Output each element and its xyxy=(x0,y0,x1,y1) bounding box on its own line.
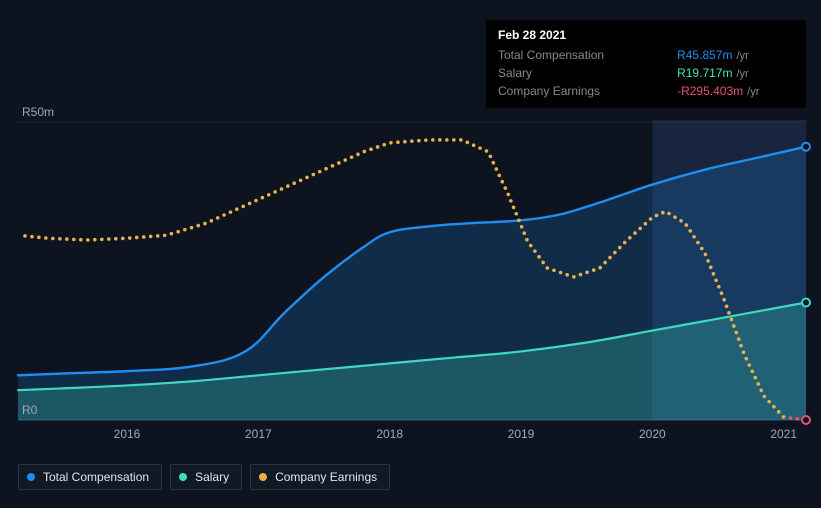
tooltip-date: Feb 28 2021 xyxy=(498,28,794,46)
svg-text:R50m: R50m xyxy=(22,105,54,119)
svg-text:R0: R0 xyxy=(22,403,38,417)
tooltip-row-value: R45.857m/yr xyxy=(677,46,794,64)
legend-label: Salary xyxy=(195,470,229,484)
legend-dot-icon xyxy=(179,473,187,481)
legend-item[interactable]: Salary xyxy=(170,464,242,490)
chart-legend: Total Compensation Salary Company Earnings xyxy=(18,464,390,490)
legend-label: Company Earnings xyxy=(275,470,377,484)
svg-text:2017: 2017 xyxy=(245,427,272,441)
legend-item[interactable]: Company Earnings xyxy=(250,464,390,490)
svg-text:2016: 2016 xyxy=(114,427,141,441)
tooltip-row-label: Salary xyxy=(498,64,677,82)
legend-item[interactable]: Total Compensation xyxy=(18,464,162,490)
legend-label: Total Compensation xyxy=(43,470,149,484)
legend-dot-icon xyxy=(27,473,35,481)
svg-text:2020: 2020 xyxy=(639,427,666,441)
tooltip-row-value: -R295.403m/yr xyxy=(677,82,794,100)
svg-text:2021: 2021 xyxy=(770,427,797,441)
legend-dot-icon xyxy=(259,473,267,481)
tooltip-row-label: Total Compensation xyxy=(498,46,677,64)
svg-text:2019: 2019 xyxy=(508,427,535,441)
svg-text:2018: 2018 xyxy=(376,427,403,441)
compensation-chart: Feb 28 2021 Total CompensationR45.857m/y… xyxy=(0,0,821,508)
tooltip-table: Total CompensationR45.857m/yrSalaryR19.7… xyxy=(498,46,794,100)
tooltip-row-value: R19.717m/yr xyxy=(677,64,794,82)
tooltip-row-label: Company Earnings xyxy=(498,82,677,100)
chart-tooltip: Feb 28 2021 Total CompensationR45.857m/y… xyxy=(486,20,806,108)
